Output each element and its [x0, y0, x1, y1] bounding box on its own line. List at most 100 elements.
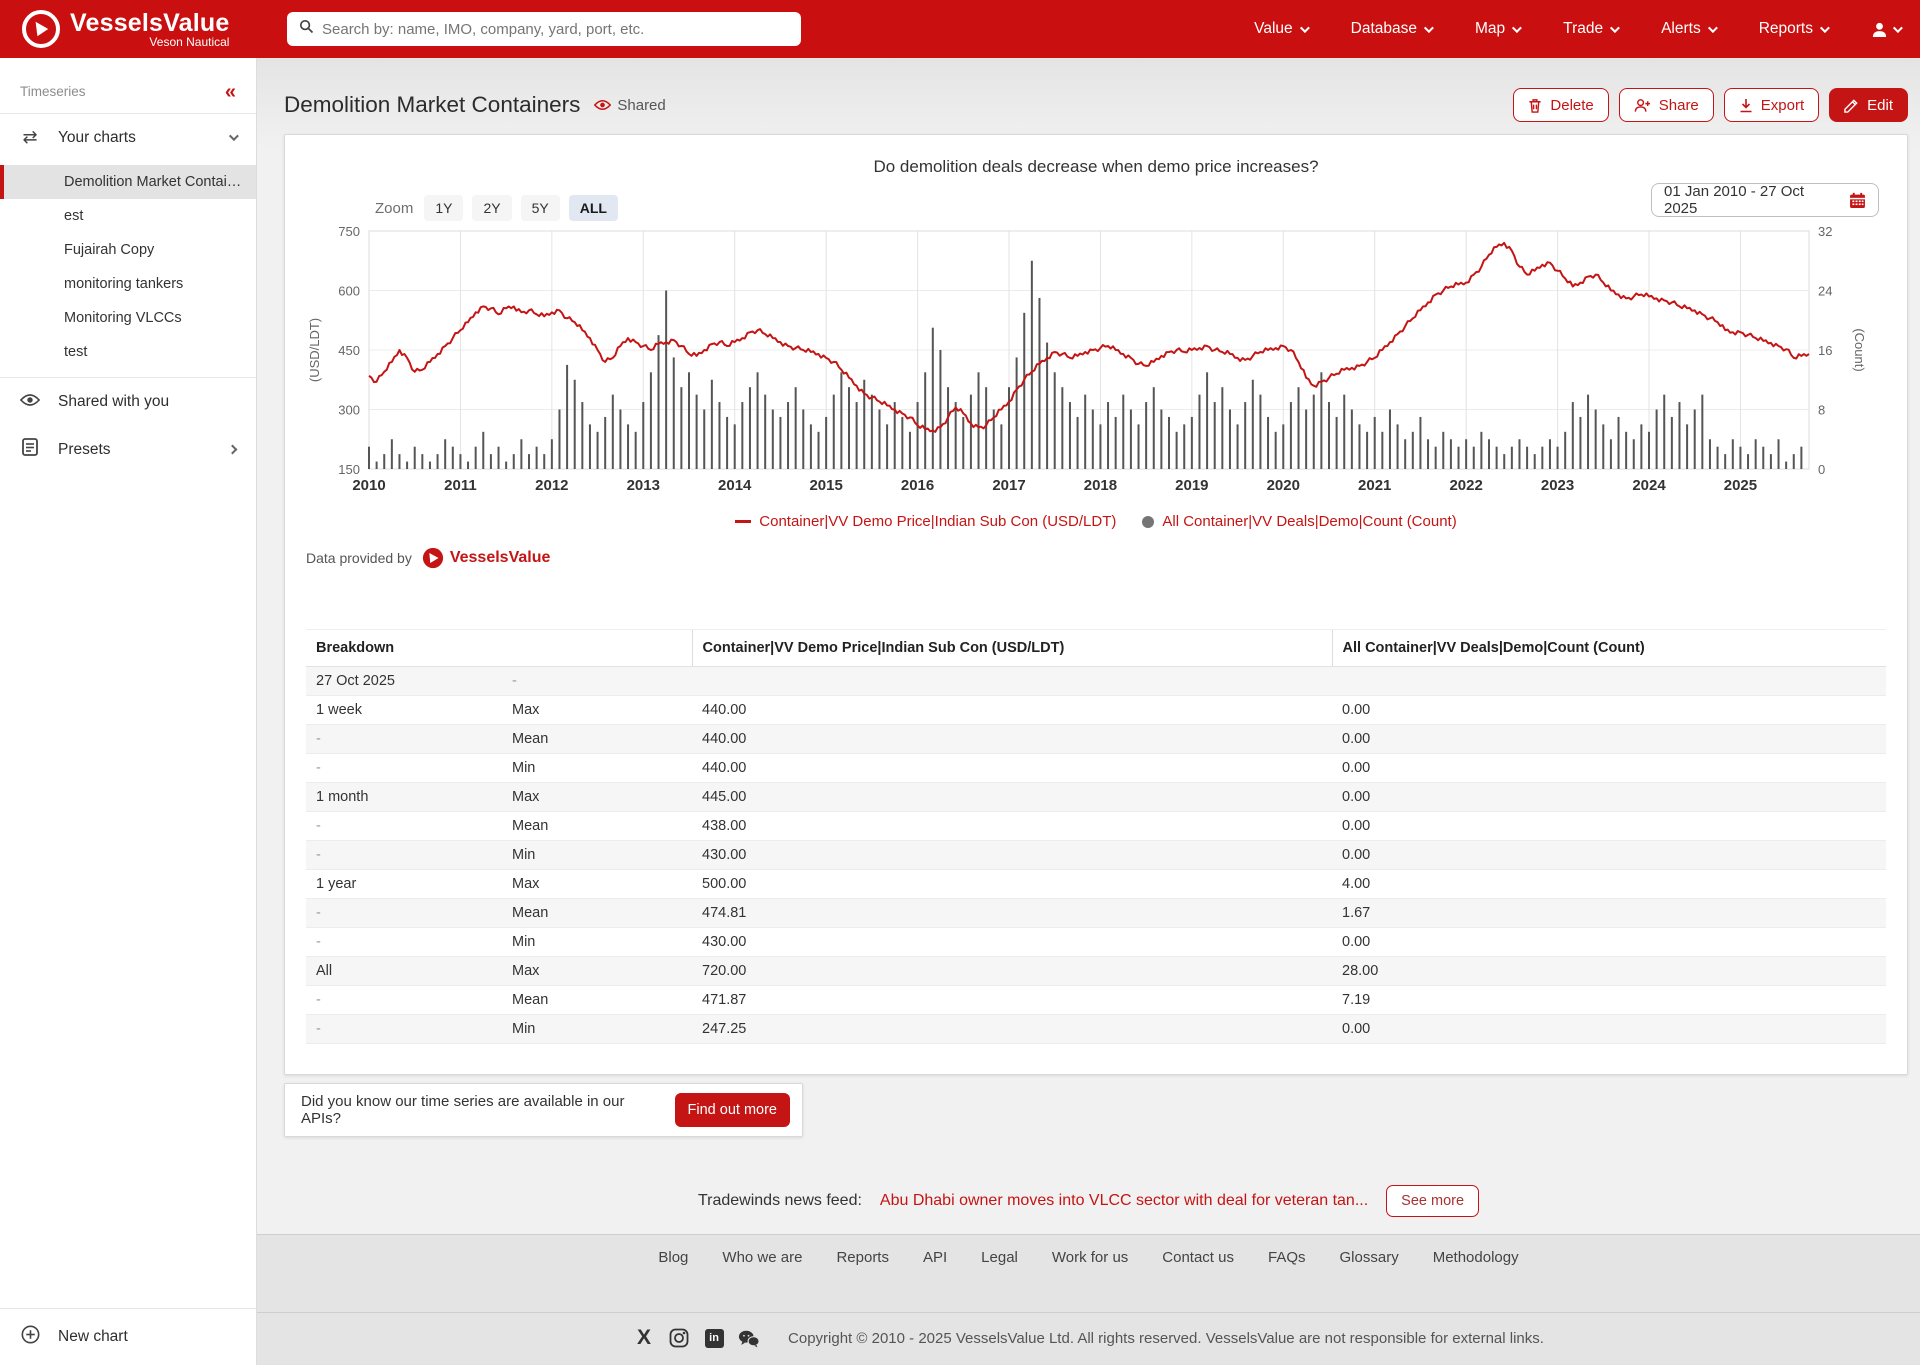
zoom-option-2y[interactable]: 2Y — [472, 195, 512, 221]
divider — [0, 377, 256, 378]
x-twitter-icon[interactable]: X — [637, 1326, 652, 1349]
see-more-button[interactable]: See more — [1386, 1185, 1480, 1217]
legend-item-demo-price[interactable]: Container|VV Demo Price|Indian Sub Con (… — [735, 513, 1116, 530]
swap-arrows-icon: ⇄ — [22, 127, 38, 147]
cell-count: 0.00 — [1342, 731, 1371, 747]
shared-eye-icon — [594, 99, 612, 111]
footer-link-legal[interactable]: Legal — [981, 1249, 1018, 1266]
cell-period: 1 year — [316, 876, 357, 892]
svg-text:32: 32 — [1818, 224, 1832, 239]
gray-dot-marker — [1142, 515, 1155, 528]
sidebar-chart-item[interactable]: test — [64, 344, 88, 360]
cell-period: - — [316, 847, 321, 863]
calendar-icon — [1850, 192, 1865, 208]
cell-period: 1 week — [316, 702, 362, 718]
share-button[interactable]: Share — [1618, 88, 1714, 122]
presets-label: Presets — [58, 440, 111, 458]
table-row: - Min 430.00 0.00 — [306, 840, 1887, 870]
table-row: - Mean 471.87 7.19 — [306, 986, 1887, 1015]
wechat-icon[interactable] — [738, 1327, 760, 1349]
api-promo-text: Did you know our time series are availab… — [301, 1093, 625, 1127]
sidebar-chart-item[interactable]: monitoring tankers — [64, 276, 184, 292]
timeseries-chart[interactable]: 150 300 450 600 750 0 8 16 24 32 2010 2011 2012 2013 2… — [299, 221, 1895, 503]
nav-item-map[interactable]: Map — [1475, 20, 1523, 38]
cell-price: 440.00 — [702, 731, 747, 747]
instagram-icon[interactable] — [668, 1327, 690, 1349]
search-input[interactable] — [322, 20, 789, 38]
global-search[interactable] — [287, 12, 801, 46]
svg-text:300: 300 — [338, 403, 360, 418]
zoom-option-5y[interactable]: 5Y — [520, 195, 560, 221]
nav-item-reports[interactable]: Reports — [1759, 20, 1830, 38]
date-range-picker[interactable]: 01 Jan 2010 - 27 Oct 2025 — [1651, 183, 1879, 217]
cell-period: 27 Oct 2025 — [316, 673, 395, 689]
footer-link-blog[interactable]: Blog — [658, 1249, 689, 1266]
table-row: - Mean 440.00 0.00 — [306, 724, 1887, 754]
table-row: - Min 440.00 0.00 — [306, 754, 1887, 783]
footer-link-methodology[interactable]: Methodology — [1432, 1249, 1519, 1266]
pencil-icon — [1844, 98, 1858, 113]
footer-link-work-for-us[interactable]: Work for us — [1051, 1249, 1129, 1266]
sidebar-collapse-icon[interactable]: « — [224, 80, 236, 103]
svg-text:600: 600 — [338, 284, 360, 299]
linkedin-icon[interactable]: in — [703, 1327, 725, 1349]
chevron-down-icon — [228, 131, 239, 142]
zoom-option-all[interactable]: ALL — [568, 195, 618, 221]
nav-item-alerts[interactable]: Alerts — [1661, 20, 1718, 38]
legend-item-deal-count[interactable]: All Container|VV Deals|Demo|Count (Count… — [1142, 513, 1457, 530]
footer-link-who-we-are[interactable]: Who we are — [722, 1249, 803, 1266]
footer-link-glossary[interactable]: Glossary — [1339, 1249, 1399, 1266]
cell-count: 7.19 — [1342, 992, 1371, 1008]
export-button[interactable]: Export — [1723, 88, 1820, 122]
cell-period: - — [316, 760, 321, 776]
footer-link-faqs[interactable]: FAQs — [1268, 1249, 1306, 1266]
cell-stat: Min — [512, 1021, 536, 1037]
sidebar-chart-item[interactable]: Demolition Market Contain... — [0, 165, 256, 199]
svg-text:2025: 2025 — [1724, 477, 1757, 494]
chevron-down-icon — [1299, 22, 1310, 33]
sidebar-shared-with-you[interactable]: Shared with you — [0, 378, 256, 425]
nav-item-label: Value — [1254, 20, 1293, 37]
vesselsvalue-logo[interactable]: VesselsValue Veson Nautical — [22, 10, 229, 49]
cell-price: 500.00 — [702, 876, 747, 892]
find-out-more-button[interactable]: Find out more — [674, 1093, 790, 1127]
svg-text:750: 750 — [338, 224, 360, 239]
news-headline-link[interactable]: Abu Dhabi owner moves into VLCC sector w… — [879, 1192, 1369, 1209]
cell-price: 471.87 — [702, 992, 747, 1008]
table-row: - Mean 474.81 1.67 — [306, 898, 1887, 928]
sidebar-chart-item[interactable]: est — [64, 208, 84, 224]
new-chart-button[interactable]: New chart — [0, 1309, 256, 1365]
svg-text:2012: 2012 — [535, 477, 568, 494]
search-icon — [299, 19, 314, 39]
sidebar-chart-item[interactable]: Fujairah Copy — [64, 242, 155, 258]
zoom-option-1y[interactable]: 1Y — [424, 195, 464, 221]
nav-item-label: Map — [1475, 20, 1506, 37]
chevron-down-icon — [1423, 22, 1434, 33]
nav-item-value[interactable]: Value — [1254, 20, 1310, 38]
table-header-row: Breakdown Container|VV Demo Price|Indian… — [306, 629, 1887, 667]
svg-text:2017: 2017 — [992, 477, 1025, 494]
footer-link-api[interactable]: API — [922, 1249, 948, 1266]
cell-stat: Min — [512, 934, 536, 950]
delete-button[interactable]: Delete — [1513, 88, 1609, 122]
footer-link-contact-us[interactable]: Contact us — [1162, 1249, 1234, 1266]
sidebar-presets[interactable]: Presets — [0, 425, 256, 474]
nav-item-database[interactable]: Database — [1351, 20, 1434, 38]
footer-link-reports[interactable]: Reports — [836, 1249, 889, 1266]
cell-stat: Mean — [512, 905, 549, 921]
new-chart-label: New chart — [58, 1328, 128, 1345]
chevron-down-icon — [1707, 22, 1718, 33]
table-row: 1 month Max 445.00 0.00 — [306, 782, 1887, 812]
cell-period: - — [316, 905, 321, 921]
cell-price: 720.00 — [702, 963, 747, 979]
cell-count: 0.00 — [1342, 1021, 1371, 1037]
svg-text:8: 8 — [1818, 403, 1825, 418]
timeseries-sidebar: Timeseries « ⇄ Your charts Demolition Ma… — [0, 58, 257, 1365]
svg-text:150: 150 — [338, 462, 360, 477]
sidebar-chart-item[interactable]: Monitoring VLCCs — [64, 310, 182, 326]
user-account-menu[interactable] — [1871, 21, 1903, 38]
sidebar-your-charts[interactable]: ⇄ Your charts — [0, 114, 256, 161]
red-line-marker — [735, 520, 752, 523]
nav-item-trade[interactable]: Trade — [1563, 20, 1620, 38]
edit-button[interactable]: Edit — [1829, 88, 1908, 122]
